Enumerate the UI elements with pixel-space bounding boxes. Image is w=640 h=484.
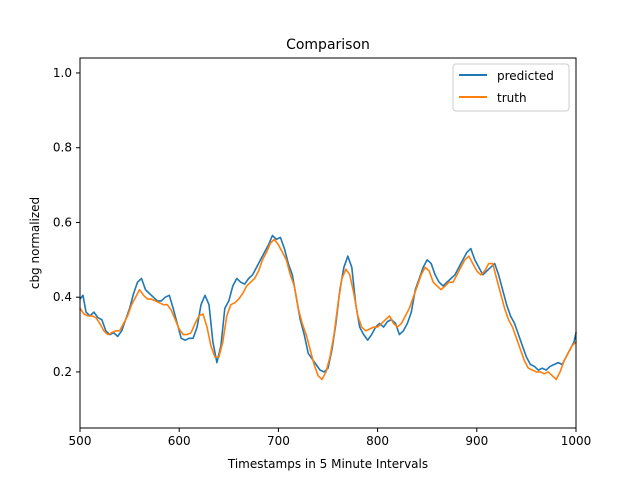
chart-title: Comparison xyxy=(286,37,370,53)
legend: predicted truth xyxy=(452,63,570,112)
legend-label-predicted: predicted xyxy=(497,69,554,83)
y-tick-label: 0.6 xyxy=(53,215,72,229)
legend-label-truth: truth xyxy=(497,91,527,105)
x-axis-label: Timestamps in 5 Minute Intervals xyxy=(227,457,428,471)
x-tick-label: 600 xyxy=(168,434,191,448)
series-layer xyxy=(79,234,577,381)
y-tick-label: 1.0 xyxy=(53,66,72,80)
plot-frame xyxy=(79,57,577,429)
x-tick-label: 900 xyxy=(465,434,488,448)
y-tick-label: 0.8 xyxy=(53,141,72,155)
y-axis-label: cbg normalized xyxy=(28,197,42,289)
series-line-truth xyxy=(79,238,577,381)
x-axis: 500 600 700 800 900 1000 xyxy=(69,428,592,448)
x-tick-label: 800 xyxy=(366,434,389,448)
series-line-predicted xyxy=(79,234,577,373)
y-tick-label: 0.2 xyxy=(53,365,72,379)
y-tick-label: 0.4 xyxy=(53,290,72,304)
x-tick-label: 1000 xyxy=(561,434,592,448)
x-tick-label: 700 xyxy=(267,434,290,448)
y-axis: 0.2 0.4 0.6 0.8 1.0 xyxy=(53,66,80,379)
x-tick-label: 500 xyxy=(69,434,92,448)
